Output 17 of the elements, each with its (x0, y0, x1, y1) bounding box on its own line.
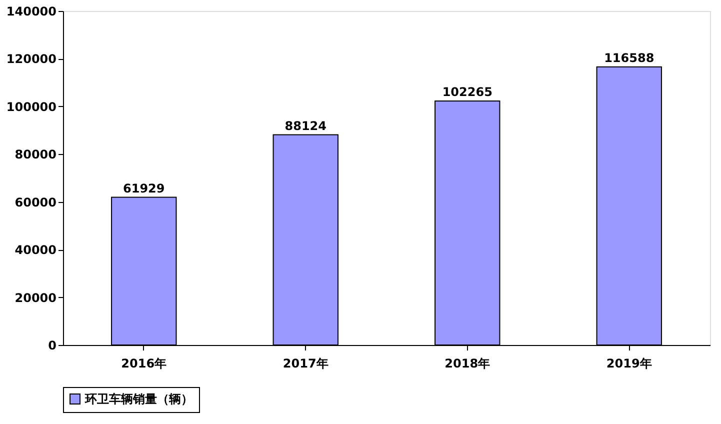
data-label: 61929 (123, 181, 165, 196)
y-tick-label: 40000 (14, 243, 56, 258)
data-label: 88124 (284, 118, 326, 133)
data-label: 102265 (442, 85, 492, 100)
y-tick-label: 0 (48, 338, 56, 352)
x-tick-label: 2016年 (121, 356, 167, 370)
y-tick-label: 20000 (14, 290, 56, 305)
y-tick-label: 120000 (6, 52, 56, 66)
y-tick-label: 60000 (14, 195, 56, 210)
y-tick-label: 140000 (6, 4, 56, 18)
x-tick-label: 2017年 (282, 356, 328, 370)
legend-label: 环卫车辆销量（辆） (84, 392, 193, 406)
data-label: 116588 (604, 50, 654, 65)
x-tick-label: 2019年 (606, 356, 652, 370)
x-tick-label: 2018年 (444, 356, 490, 370)
y-tick-label: 80000 (14, 148, 56, 162)
y-tick-label: 100000 (6, 100, 56, 114)
